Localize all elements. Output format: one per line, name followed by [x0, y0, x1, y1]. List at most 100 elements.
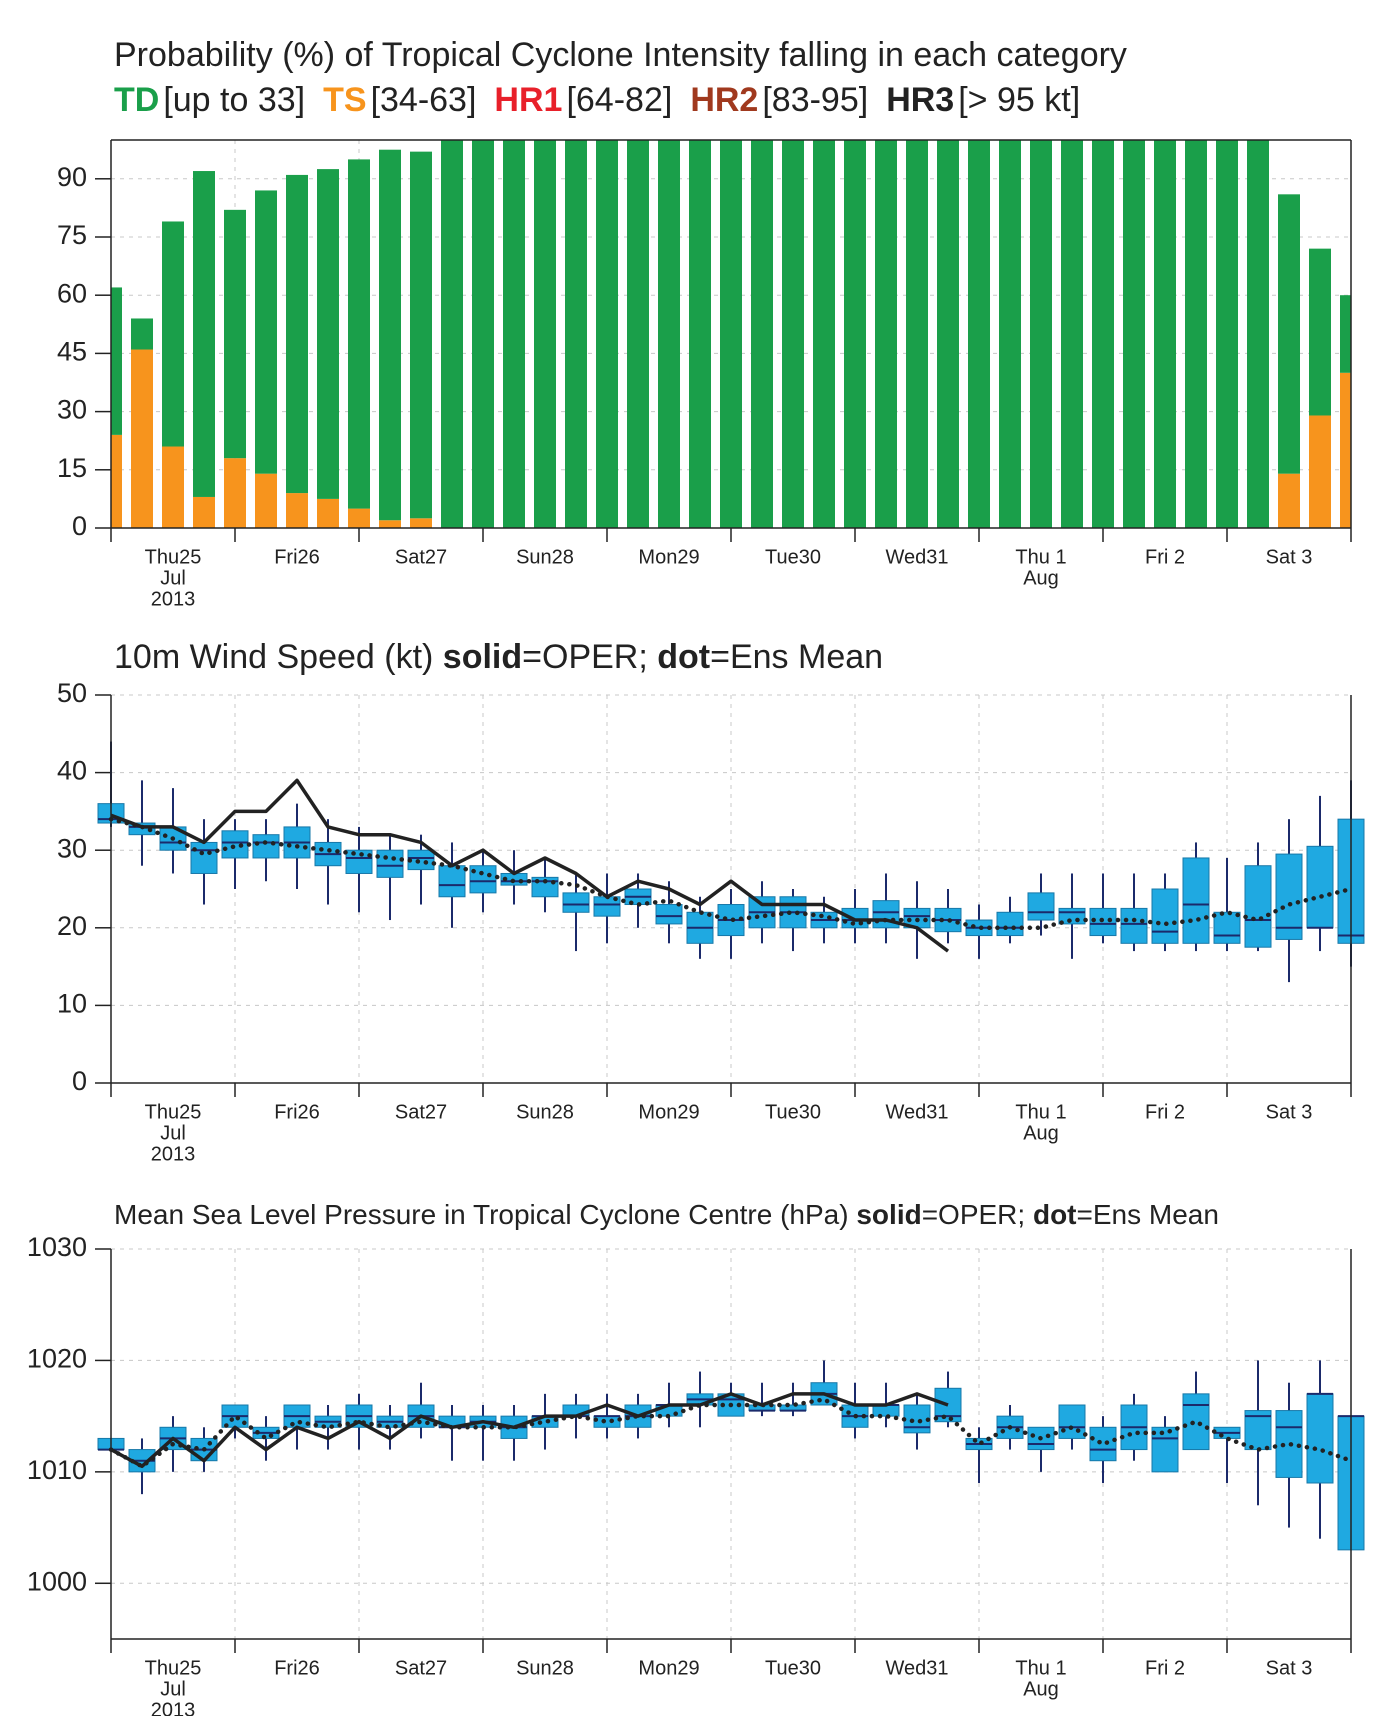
legend-name: HR2: [690, 81, 758, 119]
box: [593, 1415, 621, 1428]
bar: [1247, 140, 1269, 528]
legend-range: [up to 33]: [163, 81, 305, 119]
y-tick-label: 10: [57, 989, 87, 1019]
bar: [782, 140, 804, 528]
x-tick-label: Thu 1: [1015, 546, 1066, 568]
bar: [1061, 140, 1083, 528]
legend-name: TS: [323, 81, 366, 119]
bar: [689, 140, 711, 528]
bar: [1340, 372, 1351, 528]
box: [252, 834, 280, 859]
bar: [565, 140, 587, 528]
y-tick-label: 30: [57, 395, 87, 425]
bar: [813, 140, 835, 528]
x-tick-label: Wed31: [885, 1101, 948, 1123]
y-tick-label: 0: [72, 1066, 87, 1096]
bar: [937, 140, 959, 528]
box: [1120, 907, 1148, 944]
y-tick-label: 90: [57, 162, 87, 192]
y-tick-label: 1010: [27, 1455, 87, 1485]
title-part: =Ens Mean: [1077, 1199, 1219, 1230]
bar: [720, 140, 742, 528]
title-part: 10m Wind Speed (kt): [114, 638, 443, 676]
box: [1182, 857, 1210, 944]
y-tick-label: 1020: [27, 1344, 87, 1374]
title-part: =OPER;: [522, 638, 657, 676]
x-tick-label: Sat 3: [1266, 1657, 1313, 1679]
x-tick-label: Fri 2: [1145, 1657, 1185, 1679]
bar: [1185, 140, 1207, 528]
bar: [379, 520, 401, 528]
x-tick-label: Jul: [160, 567, 186, 589]
x-tick-label: Fri26: [274, 1657, 320, 1679]
x-tick-label: Sat 3: [1266, 546, 1313, 568]
box: [1058, 1404, 1086, 1439]
bar: [1030, 140, 1052, 528]
bar: [596, 140, 618, 528]
box: [1151, 888, 1179, 944]
box: [438, 865, 466, 898]
bar: [410, 518, 432, 528]
chart-title: 10m Wind Speed (kt) solid=OPER; dot=Ens …: [114, 638, 883, 676]
box: [996, 911, 1024, 937]
legend-name: HR3: [886, 81, 954, 119]
x-tick-label: Sat27: [395, 546, 447, 568]
title-part: =OPER;: [922, 1199, 1033, 1230]
box: [221, 830, 249, 859]
x-tick-label: Wed31: [885, 546, 948, 568]
x-tick-label: Thu 1: [1015, 1101, 1066, 1123]
bar: [751, 140, 773, 528]
oper-line: [110, 1392, 949, 1469]
box: [562, 892, 590, 913]
bar: [317, 498, 339, 528]
bar: [999, 140, 1021, 528]
bar: [379, 149, 401, 521]
title-part: solid: [856, 1199, 921, 1230]
bar: [193, 496, 215, 528]
bar: [844, 140, 866, 528]
bar: [255, 190, 277, 474]
mean-line: [108, 1397, 1354, 1469]
box: [1027, 892, 1055, 921]
x-tick-label: Sun28: [516, 546, 574, 568]
bar: [441, 140, 463, 528]
legend: TD [up to 33] TS [34-63] HR1 [64-82] HR2 [83-95…: [114, 81, 1080, 119]
bar: [534, 140, 556, 528]
y-tick-label: 30: [57, 833, 87, 863]
x-tick-label: Fri 2: [1145, 1101, 1185, 1123]
y-tick-label: 40: [57, 756, 87, 786]
legend-range: [64-82]: [566, 81, 672, 119]
x-tick-label: 2013: [151, 1143, 196, 1165]
y-tick-label: 50: [57, 678, 87, 708]
legend-name: HR1: [494, 81, 562, 119]
x-tick-label: Fri26: [274, 1101, 320, 1123]
x-tick-label: Thu25: [145, 1101, 202, 1123]
y-tick-label: 60: [57, 278, 87, 308]
x-tick-label: Tue30: [765, 1101, 821, 1123]
legend-range: [> 95 kt]: [958, 81, 1080, 119]
x-tick-label: Wed31: [885, 1657, 948, 1679]
box: [1213, 911, 1241, 944]
box: [190, 841, 218, 874]
x-tick-label: Mon29: [638, 546, 699, 568]
box: [655, 904, 683, 925]
x-tick-label: Mon29: [638, 1657, 699, 1679]
bar: [1309, 415, 1331, 528]
bar: [131, 349, 153, 528]
mean-line: [108, 816, 1354, 931]
bar: [1278, 194, 1300, 474]
bar: [317, 169, 339, 499]
bar: [193, 171, 215, 497]
box: [1182, 1393, 1210, 1451]
bar: [224, 209, 246, 459]
chart-title: Mean Sea Level Pressure in Tropical Cycl…: [114, 1199, 1219, 1230]
y-tick-label: 45: [57, 337, 87, 367]
bar: [410, 151, 432, 519]
box: [1306, 1393, 1334, 1484]
x-tick-label: Sat 3: [1266, 1101, 1313, 1123]
bar: [1216, 140, 1238, 528]
box: [1306, 845, 1334, 929]
legend-range: [83-95]: [762, 81, 868, 119]
legend-range: [34-63]: [371, 81, 477, 119]
bar: [658, 140, 680, 528]
